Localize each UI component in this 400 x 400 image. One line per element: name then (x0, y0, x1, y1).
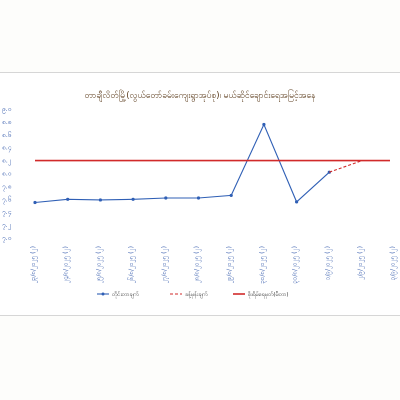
data-point (164, 196, 168, 200)
x-tick-label: ၂၃/၈/၂၀၂၅ (၂) (30, 246, 38, 283)
x-tick-label: ၂၉/၈/၂၀၂၅ (၂) (226, 246, 234, 283)
series-line (34, 123, 330, 204)
y-tick-label: ၇.၈ (2, 182, 12, 191)
y-tick-label: ၉.၀ (2, 105, 12, 114)
x-tick-label: ၃၁/၈/၂၀၂၅ (၂) (292, 246, 300, 285)
data-point (131, 197, 135, 201)
legend-label: တိုင်းတာချက် (112, 290, 139, 299)
chart-frame (0, 72, 400, 316)
series-line (329, 160, 363, 173)
x-tick-label: ၂၆/၈/၂၀၂၅ (၂) (127, 246, 136, 283)
data-point (262, 122, 266, 127)
x-tick-label: ၂၅/၈/၂၀၂၅ (၂) (95, 246, 103, 283)
data-point (229, 193, 233, 198)
data-point (196, 196, 201, 200)
x-tick-label: ၃/၉/၂၀၂၅ (၂) (390, 246, 398, 281)
data-point (33, 200, 37, 205)
y-tick-label: ၇.၂ (2, 221, 11, 230)
y-tick-label: ၈.၂ (2, 157, 11, 166)
x-tick-label: ၂၇/၈/၂၀၂၅ (၂) (161, 246, 169, 283)
y-tick-label: ၈.၀ (2, 170, 12, 178)
y-tick-label: ၈.၆ (2, 131, 12, 139)
legend-label: စိုးရိမ်ရေမှတ်(မီတာ) (248, 290, 288, 299)
y-tick-label: ၇.၀ (2, 234, 12, 243)
data-point (295, 200, 299, 204)
chart-title: တာချီလိတ်မြို့(လွယ်တော်ခမ်းကျေးရွာအုပ်စု… (85, 89, 317, 102)
y-tick-label: ၇.၆ (2, 195, 12, 204)
data-point (66, 197, 70, 201)
legend-label: ခန့်မှန်းချက် (185, 290, 208, 299)
x-tick-label: ၂/၉/၂၀၂၅ (၂) (357, 246, 365, 280)
x-tick-label: ၃၀/၈/၂၀၂၅ (၂) (259, 246, 267, 285)
x-tick-label: ၂၄/၈/၂၀၂၅ (၂) (63, 246, 71, 283)
legend-marker (101, 292, 105, 296)
y-tick-label: ၈.၄ (2, 144, 12, 153)
y-tick-label: ၇.၄ (2, 208, 12, 217)
data-point (98, 198, 102, 202)
y-tick-label: ၈.၈ (2, 118, 12, 126)
x-tick-label: ၁/၉/၂၀၂၅ (၂) (324, 246, 332, 281)
x-tick-label: ၂၈/၈/၂၀၂၅ (၂) (194, 246, 202, 283)
